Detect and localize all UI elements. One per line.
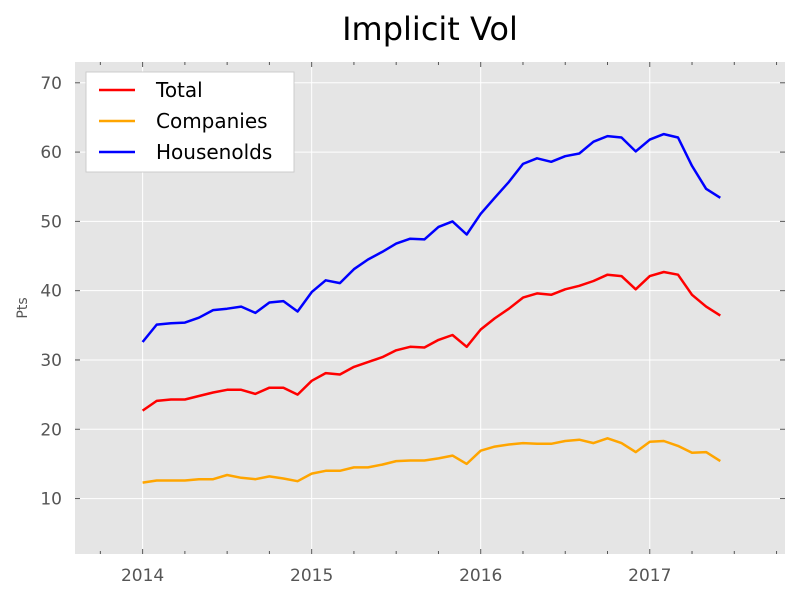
y-tick-label: 50: [40, 212, 62, 232]
y-tick-label: 10: [40, 490, 62, 510]
x-tick-label: 2014: [121, 566, 164, 586]
legend-label: Companies: [156, 109, 268, 133]
series-line-total: [141, 270, 721, 412]
axis-ticks: [75, 62, 785, 554]
chart-title: Implicit Vol: [342, 10, 518, 48]
series-line-housenolds: [141, 132, 721, 343]
y-tick-label: 20: [40, 420, 62, 440]
x-tick-label: 2017: [628, 566, 671, 586]
y-axis-label: Pts: [15, 297, 31, 318]
x-tick-labels: 2014 2015 2016 2017: [121, 566, 671, 586]
legend-label: Housenolds: [156, 140, 272, 164]
y-tick-label: 70: [40, 74, 62, 94]
series-layer: [141, 132, 721, 484]
x-tick-label: 2016: [459, 566, 502, 586]
gridlines: [75, 62, 785, 554]
legend: Total Companies Housenolds: [85, 71, 295, 173]
y-tick-labels: 10 20 30 40 50 60 70: [40, 74, 62, 510]
y-tick-label: 60: [40, 143, 62, 163]
y-tick-label: 30: [40, 351, 62, 371]
x-tick-label: 2015: [290, 566, 333, 586]
series-line-companies: [142, 437, 721, 484]
legend-label: Total: [155, 78, 203, 102]
y-tick-label: 40: [40, 282, 62, 302]
